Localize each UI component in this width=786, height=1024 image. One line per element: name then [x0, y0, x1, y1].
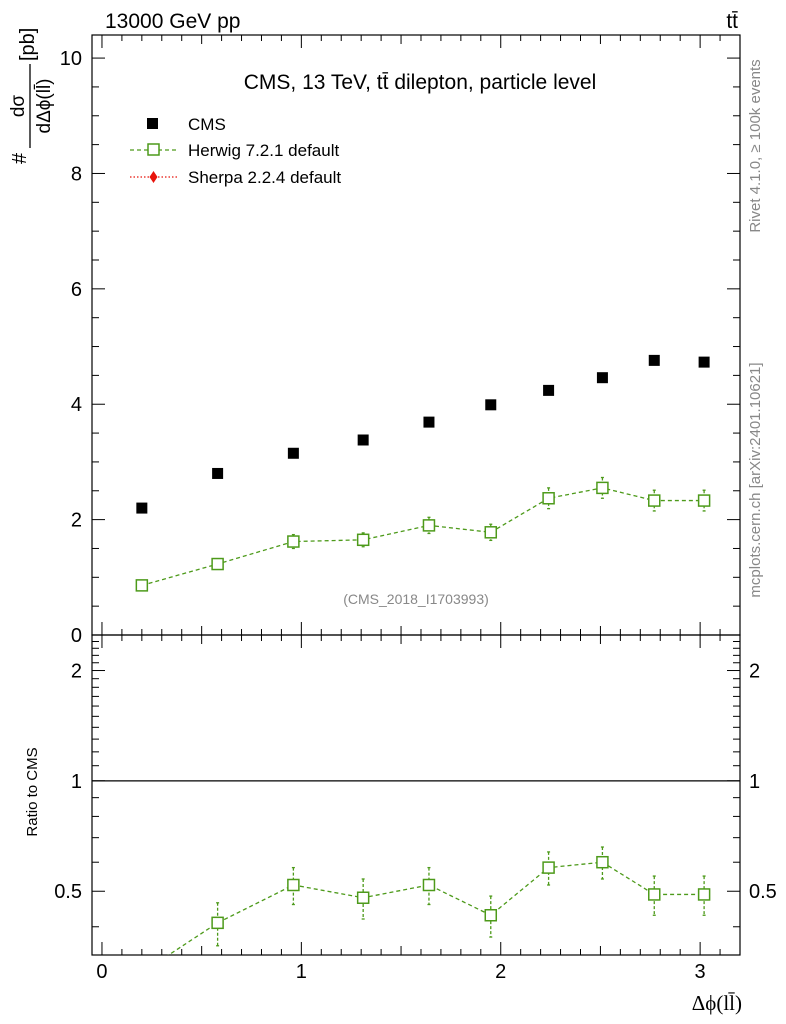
ratio-y-tick-label: 1: [71, 771, 82, 793]
herwig-data-point: [596, 481, 609, 495]
y-label-unit: [pb]: [17, 28, 39, 61]
main-y-tick-label: 2: [71, 510, 82, 532]
energy-label: 13000 GeV pp: [105, 10, 240, 33]
herwig-data-point: [422, 519, 436, 532]
cms-data-point: [287, 447, 299, 459]
source-label: mcplots.cern.ch [arXiv:2401.10621]: [747, 362, 764, 597]
herwig-ratio-data-point: [211, 916, 224, 930]
legend-sherpa-marker: [149, 171, 158, 183]
cms-data-point: [136, 502, 148, 514]
ratio-y-tick-label: 2: [71, 661, 82, 683]
chart-title: CMS, 13 TeV, tt̄ dilepton, particle leve…: [244, 71, 597, 94]
cms-data-point: [543, 384, 555, 396]
herwig-ratio-data-point: [596, 855, 609, 869]
ratio-y-tick-label-right: 2: [749, 661, 760, 683]
legend-cms-marker: [147, 118, 158, 129]
cms-data-point: [357, 434, 369, 446]
x-tick-label: 1: [296, 961, 307, 983]
legend-cms-label: CMS: [188, 115, 226, 134]
analysis-tag: (CMS_2018_I1703993): [343, 591, 489, 607]
legend: CMS Herwig 7.2.1 default Sherpa 2.2.4 de…: [130, 115, 341, 187]
x-tick-label: 3: [695, 961, 706, 983]
herwig-ratio-data-point: [542, 861, 555, 874]
main-y-tick-label: 8: [71, 163, 82, 185]
herwig-data-point: [697, 494, 711, 507]
legend-sherpa-label: Sherpa 2.2.4 default: [188, 168, 341, 187]
main-axis-ticks: 0 2 4 6 8 10: [60, 48, 740, 647]
x-axis-label: Δϕ(ll̄): [692, 991, 742, 1015]
herwig-ratio-data-point: [697, 888, 711, 901]
rivet-version-label: Rivet 4.1.0, ≥ 100k events: [747, 59, 764, 232]
herwig-data-point: [356, 533, 370, 547]
ratio-data-layer: [167, 846, 711, 955]
herwig-line: [141, 487, 705, 587]
y-label-numerator: dσ: [8, 95, 29, 118]
main-y-tick-label: 0: [71, 625, 82, 647]
cms-data-point: [212, 467, 224, 479]
y-label-denominator: dΔϕ(ll̄): [34, 79, 55, 134]
ratio-y-axis-label: Ratio to CMS: [24, 747, 41, 836]
cms-data-point: [596, 372, 608, 384]
main-y-tick-label: 4: [71, 394, 82, 416]
herwig-ratio-data-point: [356, 891, 370, 904]
x-axis-ticks: 0 1 2 3: [96, 35, 741, 983]
x-tick-label: 2: [495, 961, 506, 983]
main-y-tick-label: 6: [71, 279, 82, 301]
x-tick-label: 0: [96, 961, 107, 983]
legend-herwig-label: Herwig 7.2.1 default: [188, 141, 339, 160]
ratio-axis-ticks: 0.5 0.5 1 1 2 2: [54, 640, 777, 928]
main-data-layer: [135, 354, 711, 592]
cms-data-point: [485, 399, 497, 411]
main-y-axis-label: # dσ dΔϕ(ll̄) [pb]: [8, 28, 55, 164]
herwig-data-point: [211, 557, 224, 571]
ratio-plot-frame: [91, 634, 741, 956]
herwig-data-point: [648, 494, 661, 507]
herwig-ratio-data-point: [422, 878, 436, 892]
ratio-y-tick-label-right: 0.5: [749, 881, 777, 903]
herwig-data-point: [542, 492, 555, 505]
herwig-ratio-line: [167, 861, 705, 955]
herwig-ratio-data-point: [287, 878, 300, 892]
herwig-data-point: [135, 579, 149, 592]
cms-data-point: [648, 354, 660, 366]
herwig-ratio-data-point: [484, 909, 498, 922]
ratio-y-tick-label: 0.5: [54, 881, 82, 903]
cms-data-point: [423, 416, 435, 428]
y-label-prefix: #: [9, 152, 31, 164]
herwig-ratio-data-point: [648, 888, 661, 901]
herwig-data-point: [287, 535, 300, 548]
process-label: tt̄: [726, 10, 738, 33]
legend-herwig-marker: [147, 143, 160, 156]
herwig-data-point: [484, 526, 498, 539]
ratio-y-tick-label-right: 1: [749, 771, 760, 793]
main-y-tick-label: 10: [60, 48, 82, 70]
cms-data-point: [698, 356, 710, 368]
